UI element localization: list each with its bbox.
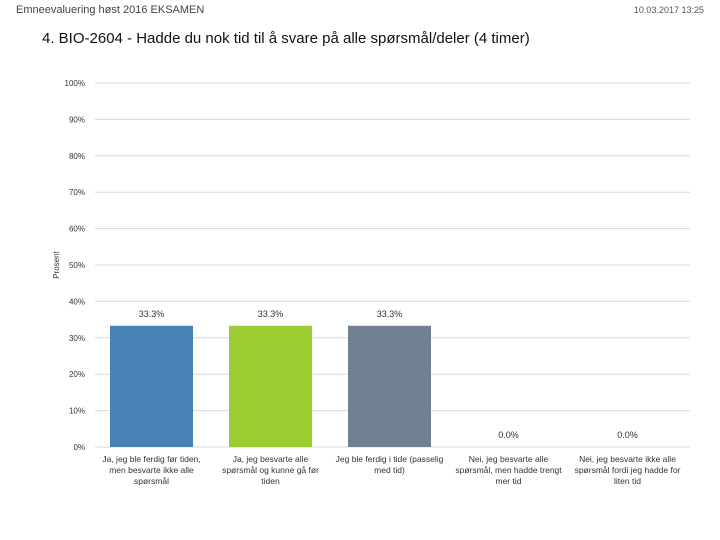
category-label: Ja, jeg ble ferdig før tiden, men besvart… [102,454,200,486]
report-timestamp: 10.03.2017 13:25 [633,5,704,15]
y-tick-label: 30% [69,334,85,343]
y-tick-label: 70% [69,188,85,197]
data-label: 33.3% [377,309,403,319]
y-tick-label: 20% [69,370,85,379]
y-axis-ticks: 0% 10% 20% 30% 40% 50% 60% 70% 80% 90% 100% [65,79,85,452]
category-label: Jeg ble ferdig i tide (passelig med tid) [336,454,444,475]
data-label: 33.3% [258,309,284,319]
category-label: Nei, jeg besvarte ikke alle spørsmål ford… [575,454,681,486]
y-tick-label: 100% [65,79,85,88]
bar [229,325,312,447]
data-labels: 33.3% 33.3% 33.3% 0.0% 0.0% [139,309,638,440]
y-tick-label: 0% [73,443,85,452]
category-label: Ja, jeg besvarte alle spørsmål og kunne g… [222,454,319,486]
y-tick-label: 80% [69,152,85,161]
bar [348,325,431,447]
y-tick-label: 90% [69,115,85,124]
y-tick-label: 40% [69,297,85,306]
data-label: 0.0% [498,430,519,440]
y-tick-label: 10% [69,407,85,416]
data-label: 0.0% [617,430,638,440]
bar [110,325,193,447]
report-header-title: Emneevaluering høst 2016 EKSAMEN [16,4,205,16]
y-axis-label: Prosent [52,250,61,278]
category-label: Nei, jeg besvarte alle spørsmål, men hadd… [455,454,562,486]
bars [110,325,431,447]
y-tick-label: 50% [69,261,85,270]
x-axis-categories: Ja, jeg ble ferdig før tiden, men besvart… [102,454,680,486]
data-label: 33.3% [139,309,165,319]
y-tick-label: 60% [69,225,85,234]
chart-title: 4. BIO-2604 - Hadde du nok tid til å sva… [42,30,530,47]
